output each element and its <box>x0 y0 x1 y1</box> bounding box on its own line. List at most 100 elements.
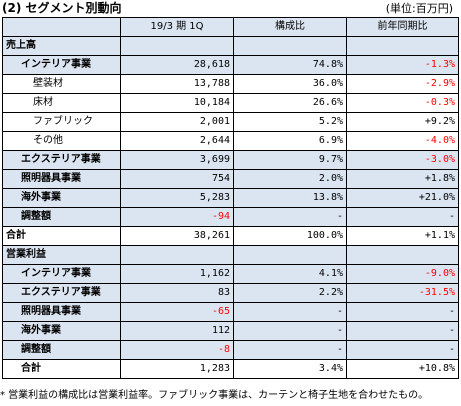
yoy-cell: +21.0% <box>346 188 459 208</box>
table-row: エクステリア事業 83 2.2% -31.5% <box>2 283 459 303</box>
table-header-row: 19/3 期 1Q 構成比 前年同期比 <box>2 17 459 37</box>
share-cell: 100.0% <box>233 226 347 246</box>
table-row: インテリア事業 28,618 74.8% -1.3% <box>2 55 459 75</box>
share-cell <box>233 245 347 265</box>
share-cell: 3.4% <box>233 359 347 379</box>
value-cell: -94 <box>120 207 234 227</box>
value-cell: 1,162 <box>120 264 234 284</box>
yoy-cell: - <box>346 207 459 227</box>
header-cell-share: 構成比 <box>233 17 347 37</box>
table-row: 照明器具事業 754 2.0% +1.8% <box>2 169 459 189</box>
table-row: 壁装材 13,788 36.0% -2.9% <box>2 74 459 94</box>
value-cell: 13,788 <box>120 74 234 94</box>
share-cell <box>233 36 347 56</box>
value-cell <box>120 245 234 265</box>
value-cell: 38,261 <box>120 226 234 246</box>
table-row: インテリア事業 1,162 4.1% -9.0% <box>2 264 459 284</box>
row-label: 海外事業 <box>2 321 121 341</box>
yoy-cell <box>346 245 459 265</box>
yoy-cell: +10.8% <box>346 359 459 379</box>
row-label: インテリア事業 <box>2 264 121 284</box>
table-body: 売上高 インテリア事業 28,618 74.8% -1.3% 壁装材 13,788 36.0%… <box>2 36 459 379</box>
row-label: エクステリア事業 <box>2 150 121 170</box>
value-cell: 83 <box>120 283 234 303</box>
value-cell: 754 <box>120 169 234 189</box>
yoy-cell: -3.0% <box>346 150 459 170</box>
value-cell: 112 <box>120 321 234 341</box>
share-cell: - <box>233 321 347 341</box>
share-cell: 36.0% <box>233 74 347 94</box>
share-cell: - <box>233 302 347 322</box>
header-cell-yoy: 前年同期比 <box>346 17 459 37</box>
yoy-cell: -2.9% <box>346 74 459 94</box>
value-cell: 2,644 <box>120 131 234 151</box>
section-title: (2) セグメント別動向 <box>2 1 122 15</box>
value-cell <box>120 36 234 56</box>
share-cell: 26.6% <box>233 93 347 113</box>
value-cell: 10,184 <box>120 93 234 113</box>
row-label: その他 <box>2 131 121 151</box>
row-label: 調整額 <box>2 207 121 227</box>
row-label: 照明器具事業 <box>2 169 121 189</box>
value-cell: 5,283 <box>120 188 234 208</box>
row-label: 床材 <box>2 93 121 113</box>
yoy-cell <box>346 36 459 56</box>
row-label: 照明器具事業 <box>2 302 121 322</box>
share-cell: 74.8% <box>233 55 347 75</box>
value-cell: -8 <box>120 340 234 360</box>
yoy-cell: -1.3% <box>346 55 459 75</box>
table-row: 合計 38,261 100.0% +1.1% <box>2 226 459 246</box>
row-label: 合計 <box>2 359 121 379</box>
row-label: ファブリック <box>2 112 121 132</box>
table-row: エクステリア事業 3,699 9.7% -3.0% <box>2 150 459 170</box>
share-cell: 2.0% <box>233 169 347 189</box>
table-row: 海外事業 5,283 13.8% +21.0% <box>2 188 459 208</box>
row-label: 合計 <box>2 226 121 246</box>
yoy-cell: -31.5% <box>346 283 459 303</box>
table-row: その他 2,644 6.9% -4.0% <box>2 131 459 151</box>
yoy-cell: - <box>346 340 459 360</box>
table-row: 床材 10,184 26.6% -0.3% <box>2 93 459 113</box>
table-row: ファブリック 2,001 5.2% +9.2% <box>2 112 459 132</box>
table-row: 調整額 -94- - <box>2 207 459 227</box>
table-row: 照明器具事業 -65- - <box>2 302 459 322</box>
share-cell: 6.9% <box>233 131 347 151</box>
footnote: * 営業利益の構成比は営業利益率。ファブリック事業は、カーテンと椅子生地を合わせ… <box>0 390 429 401</box>
table-row: 合計 1,283 3.4% +10.8% <box>2 359 459 379</box>
yoy-cell: -9.0% <box>346 264 459 284</box>
row-label: 営業利益 <box>2 245 121 265</box>
value-cell: -65 <box>120 302 234 322</box>
share-cell: 9.7% <box>233 150 347 170</box>
yoy-cell: +9.2% <box>346 112 459 132</box>
row-label: インテリア事業 <box>2 55 121 75</box>
value-cell: 1,283 <box>120 359 234 379</box>
value-cell: 28,618 <box>120 55 234 75</box>
header-cell-label <box>2 17 121 37</box>
row-label: 調整額 <box>2 340 121 360</box>
yoy-cell: +1.1% <box>346 226 459 246</box>
share-cell: 2.2% <box>233 283 347 303</box>
share-cell: - <box>233 340 347 360</box>
yoy-cell: - <box>346 302 459 322</box>
unit-note: (単位:百万円) <box>385 2 453 15</box>
share-cell: 13.8% <box>233 188 347 208</box>
share-cell: 4.1% <box>233 264 347 284</box>
row-label: 海外事業 <box>2 188 121 208</box>
table-row: 営業利益 <box>2 245 459 265</box>
value-cell: 3,699 <box>120 150 234 170</box>
table-row: 売上高 <box>2 36 459 56</box>
yoy-cell: - <box>346 321 459 341</box>
segment-table: 19/3 期 1Q 構成比 前年同期比 売上高 インテリア事業 28,618 74.8… <box>2 17 459 379</box>
yoy-cell: -0.3% <box>346 93 459 113</box>
table-row: 調整額 -8- - <box>2 340 459 360</box>
yoy-cell: +1.8% <box>346 169 459 189</box>
row-label: 壁装材 <box>2 74 121 94</box>
yoy-cell: -4.0% <box>346 131 459 151</box>
header-cell-period: 19/3 期 1Q <box>120 17 234 37</box>
value-cell: 2,001 <box>120 112 234 132</box>
share-cell: 5.2% <box>233 112 347 132</box>
table-row: 海外事業 112- - <box>2 321 459 341</box>
row-label: エクステリア事業 <box>2 283 121 303</box>
row-label: 売上高 <box>2 36 121 56</box>
share-cell: - <box>233 207 347 227</box>
